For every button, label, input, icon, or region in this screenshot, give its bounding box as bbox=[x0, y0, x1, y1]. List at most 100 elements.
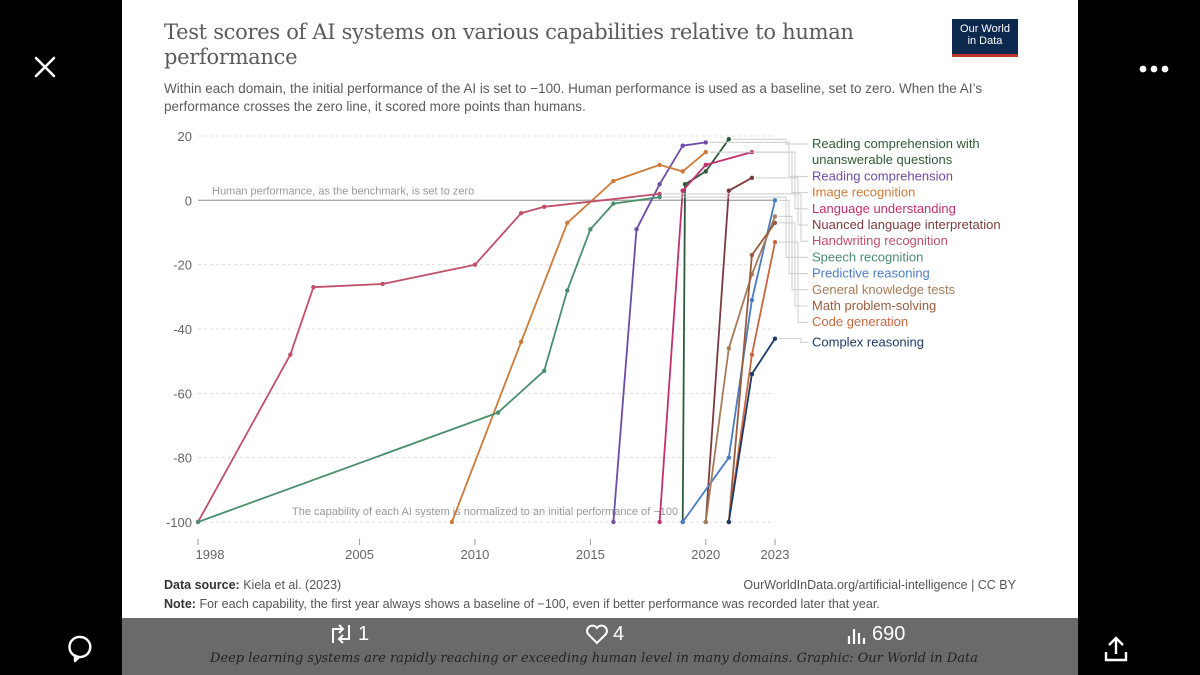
reply-icon[interactable] bbox=[66, 634, 94, 669]
more-horizontal-icon[interactable] bbox=[1138, 62, 1172, 80]
chart-card: Test scores of AI systems on various cap… bbox=[122, 0, 1078, 618]
logo-line-1: Our World bbox=[960, 23, 1010, 35]
legend-connector bbox=[779, 199, 808, 275]
legend-entry: Complex reasoning bbox=[812, 334, 924, 349]
data-point bbox=[680, 519, 685, 525]
y-tick-label: 20 bbox=[178, 129, 192, 144]
legend-entry: Reading comprehension bbox=[812, 168, 953, 183]
data-point bbox=[703, 169, 708, 174]
x-tick-label: 2010 bbox=[460, 547, 489, 562]
series-line bbox=[658, 151, 753, 523]
data-point bbox=[565, 288, 570, 293]
data-point bbox=[495, 410, 501, 415]
owid-logo[interactable]: Our World in Data bbox=[952, 19, 1018, 57]
data-point bbox=[449, 519, 455, 525]
legend-connector bbox=[709, 151, 808, 194]
legend-entry: Handwriting recognition bbox=[812, 233, 948, 248]
line-chart: 20 0 -20 -40 -60 -80 -100 1998 2005 2010 2015 2020 2… bbox=[166, 129, 1001, 562]
legend-connector bbox=[732, 138, 808, 145]
legend-connector bbox=[663, 196, 808, 258]
series-line bbox=[451, 151, 707, 523]
view-count: 690 bbox=[872, 623, 906, 645]
x-tick-label: 2015 bbox=[576, 547, 605, 562]
x-tick-label: 2020 bbox=[691, 547, 720, 562]
post-caption: Deep learning systems are rapidly reachi… bbox=[210, 651, 978, 666]
logo-line-2: in Data bbox=[967, 35, 1003, 47]
post-action-bar: 1 4 690 Deep learning systems are rapidl… bbox=[122, 618, 1078, 675]
data-point bbox=[565, 220, 570, 226]
data-point bbox=[611, 201, 616, 206]
note-label: Note: bbox=[164, 597, 196, 611]
source-label: Data source: bbox=[164, 578, 240, 592]
legend-entry: Math problem-solving bbox=[812, 298, 936, 313]
series-line bbox=[197, 193, 660, 523]
chart-annotation: Human performance, as the benchmark, is … bbox=[212, 185, 474, 197]
data-point bbox=[726, 346, 732, 351]
data-point bbox=[726, 137, 732, 142]
data-point bbox=[611, 178, 616, 184]
data-point bbox=[772, 198, 778, 203]
legend-entry: General knowledge tests bbox=[812, 282, 956, 297]
data-point bbox=[657, 194, 662, 200]
y-tick-label: 0 bbox=[185, 193, 192, 208]
chart-title: Test scores of AI systems on various cap… bbox=[164, 20, 854, 69]
data-point bbox=[726, 455, 732, 460]
chart-annotation: The capability of each AI system is norm… bbox=[292, 506, 678, 518]
data-point bbox=[749, 252, 755, 258]
y-tick-label: -60 bbox=[173, 386, 192, 401]
like-button[interactable]: 4 bbox=[585, 621, 624, 647]
data-point bbox=[749, 352, 755, 357]
data-source: Data source: Kiela et al. (2023) bbox=[164, 578, 341, 592]
data-point bbox=[749, 297, 755, 303]
heart-icon bbox=[586, 624, 608, 645]
data-point bbox=[657, 182, 662, 187]
source-url[interactable]: OurWorldInData.org/artificial-intelligen… bbox=[743, 578, 1016, 592]
legend-entry: Code generation bbox=[812, 314, 908, 329]
series-line bbox=[704, 216, 776, 523]
data-point bbox=[518, 339, 524, 345]
data-point bbox=[682, 182, 688, 187]
annotation-backdrop bbox=[290, 505, 681, 519]
data-point bbox=[726, 519, 732, 525]
retweet-button[interactable]: 1 bbox=[328, 621, 369, 647]
legend-entry: Language understanding bbox=[812, 201, 956, 216]
legend-connector bbox=[779, 222, 808, 307]
data-point bbox=[749, 371, 755, 377]
data-point bbox=[772, 214, 778, 219]
data-point bbox=[472, 262, 478, 267]
data-point bbox=[703, 140, 708, 145]
share-icon[interactable] bbox=[1102, 634, 1130, 669]
data-point bbox=[703, 162, 708, 168]
data-point bbox=[634, 227, 639, 232]
legend-connector bbox=[755, 177, 808, 226]
data-point bbox=[680, 188, 685, 193]
data-point bbox=[288, 352, 293, 357]
data-point bbox=[680, 143, 685, 148]
data-point bbox=[195, 519, 201, 525]
legend-connector bbox=[663, 193, 808, 242]
y-tick-label: -40 bbox=[173, 322, 192, 337]
data-point bbox=[772, 336, 778, 341]
legend-entry: Image recognition bbox=[812, 185, 915, 200]
series-line bbox=[612, 141, 706, 523]
data-point bbox=[657, 162, 662, 168]
series-line bbox=[197, 196, 660, 523]
data-point bbox=[611, 519, 616, 525]
views-button[interactable]: 690 bbox=[846, 621, 905, 647]
legend-entry: Nuanced language interpretation bbox=[812, 217, 1001, 232]
data-point bbox=[657, 191, 662, 197]
close-icon[interactable] bbox=[32, 54, 58, 85]
y-tick-label: -80 bbox=[173, 451, 192, 466]
source-text: Kiela et al. (2023) bbox=[243, 578, 342, 592]
annotation-backdrop bbox=[210, 184, 477, 199]
legend-connector bbox=[779, 241, 808, 323]
legend-entry: Predictive reasoning bbox=[812, 266, 930, 281]
x-tick-label: 2023 bbox=[761, 547, 790, 562]
retweet-count: 1 bbox=[358, 623, 370, 645]
data-point bbox=[311, 284, 316, 290]
note-text: For each capability, the first year alwa… bbox=[199, 597, 880, 611]
data-point bbox=[680, 169, 685, 174]
x-tick-label: 2005 bbox=[345, 547, 374, 562]
legend-connector bbox=[709, 141, 808, 177]
x-tick-label: 1998 bbox=[196, 547, 225, 562]
